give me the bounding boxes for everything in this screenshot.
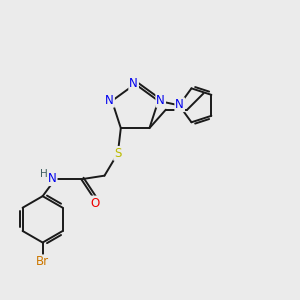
Text: N: N [48,172,57,185]
Text: S: S [114,147,122,160]
Text: O: O [90,196,99,209]
Text: N: N [175,98,184,111]
Text: N: N [105,94,114,107]
Text: H: H [40,169,48,179]
Text: Br: Br [36,255,49,268]
Text: N: N [156,94,165,107]
Text: N: N [129,77,138,90]
